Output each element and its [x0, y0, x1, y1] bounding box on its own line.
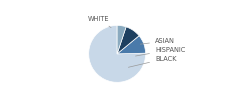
Text: WHITE: WHITE	[88, 16, 111, 28]
Wedge shape	[117, 25, 126, 54]
Text: BLACK: BLACK	[128, 56, 176, 67]
Wedge shape	[89, 25, 146, 82]
Wedge shape	[117, 36, 146, 54]
Wedge shape	[117, 27, 139, 54]
Text: HISPANIC: HISPANIC	[136, 47, 185, 56]
Text: ASIAN: ASIAN	[140, 38, 175, 44]
